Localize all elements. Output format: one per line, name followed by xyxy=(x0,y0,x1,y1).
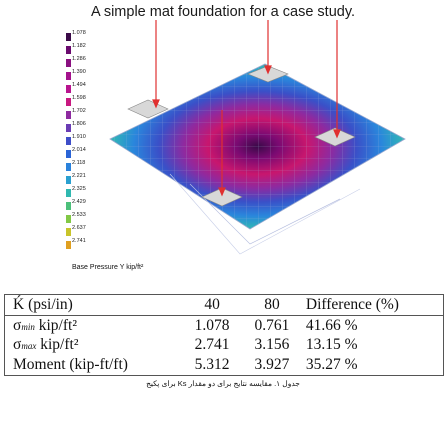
figure-title: A simple mat foundation for a case study… xyxy=(90,4,356,20)
cell-value: 0.761 xyxy=(254,316,290,334)
legend-item: 2.221 xyxy=(66,173,106,186)
legend-label: 1.910 xyxy=(72,134,86,140)
legend-swatch xyxy=(66,150,71,158)
legend-item: 1.494 xyxy=(66,82,106,95)
legend-label: 1.390 xyxy=(72,69,86,75)
legend-swatch xyxy=(66,189,71,197)
legend-swatch xyxy=(66,176,71,184)
legend-label: 1.286 xyxy=(72,56,86,62)
legend-label: 2.741 xyxy=(72,238,86,244)
column-pad-right xyxy=(314,127,356,147)
column-pad-left xyxy=(127,99,169,119)
legend-item: 1.286 xyxy=(66,56,106,69)
cell-value: 3.927 xyxy=(254,356,290,374)
header-80: 80 xyxy=(242,295,302,316)
cell-value: 1.078 xyxy=(194,316,230,334)
legend-swatch xyxy=(66,215,71,223)
legend-swatch xyxy=(66,85,71,93)
row-label: σmax kip/ft² xyxy=(13,336,79,354)
legend-label: 1.494 xyxy=(72,82,86,88)
header-difference: Difference (%) xyxy=(301,295,443,316)
legend-item: 2.429 xyxy=(66,199,106,212)
legend-swatch xyxy=(66,72,71,80)
cell-value: 41.66 % xyxy=(305,316,358,334)
legend-label: 2.325 xyxy=(72,186,86,192)
legend-label: 2.014 xyxy=(72,147,86,153)
legend-item: 2.118 xyxy=(66,160,106,173)
legend-item: 1.702 xyxy=(66,108,106,121)
legend-swatch xyxy=(66,124,71,132)
cell-value: 3.156 xyxy=(254,336,290,354)
legend-swatch xyxy=(66,202,71,210)
legend-label: 1.806 xyxy=(72,121,86,127)
legend-item: 2.637 xyxy=(66,225,106,238)
legend-label: 2.637 xyxy=(72,225,86,231)
table-header-row: Ḱ (psi/in) 40 80 Difference (%) xyxy=(5,295,443,316)
legend-label: 2.533 xyxy=(72,212,86,218)
legend-item: 2.014 xyxy=(66,147,106,160)
legend-item: 1.390 xyxy=(66,69,106,82)
header-40: 40 xyxy=(182,295,243,316)
legend-caption: Base Pressure Y kip/ft² xyxy=(72,264,144,271)
legend-label: 2.221 xyxy=(72,173,86,179)
legend-item: 1.910 xyxy=(66,134,106,147)
table-row: σmax kip/ft² 2.741 3.156 13.15 % xyxy=(5,336,443,356)
legend-swatch xyxy=(66,163,71,171)
legend-swatch xyxy=(66,98,71,106)
legend-label: 1.182 xyxy=(72,43,86,49)
table-row: σmin kip/ft² 1.078 0.761 41.66 % xyxy=(5,315,443,335)
legend-swatch xyxy=(66,228,71,236)
legend-label: 1.702 xyxy=(72,108,86,114)
legend-swatch xyxy=(66,33,71,41)
header-ks: Ḱ (psi/in) xyxy=(5,295,183,316)
results-table: Ḱ (psi/in) 40 80 Difference (%) σmin ki… xyxy=(4,294,444,376)
row-label: Moment (kip-ft/ft) xyxy=(13,356,128,374)
table-caption: جدول ۱. مقایسه نتایج برای دو مقدار Ks بر… xyxy=(146,379,300,388)
legend-item: 1.182 xyxy=(66,43,106,56)
legend-swatch xyxy=(66,46,71,54)
cell-value: 35.27 % xyxy=(305,356,358,374)
row-label: σmin kip/ft² xyxy=(13,316,77,334)
column-load-arrows xyxy=(152,20,341,197)
legend-swatch xyxy=(66,59,71,67)
column-pad-bottom xyxy=(201,187,243,207)
legend-label: 2.429 xyxy=(72,199,86,205)
legend-item: 1.598 xyxy=(66,95,106,108)
legend-label: 1.078 xyxy=(72,30,86,36)
cell-value: 5.312 xyxy=(194,356,230,374)
legend-swatch xyxy=(66,111,71,119)
legend-item: 2.533 xyxy=(66,212,106,225)
table-row: Moment (kip-ft/ft) 5.312 3.927 35.27 % xyxy=(5,355,443,375)
cell-value: 13.15 % xyxy=(305,336,358,354)
legend-item: 2.741 xyxy=(66,238,106,251)
legend-item: 1.078 xyxy=(66,30,106,43)
legend-label: 2.118 xyxy=(72,160,86,166)
base-pressure-contour-plot xyxy=(109,20,406,255)
legend-label: 1.598 xyxy=(72,95,86,101)
legend-item: 2.325 xyxy=(66,186,106,199)
color-legend: 1.078 1.182 1.286 1.390 1.494 1.598 1.702 1.806… xyxy=(66,30,106,251)
cell-value: 2.741 xyxy=(194,336,230,354)
legend-swatch xyxy=(66,241,71,249)
legend-swatch xyxy=(66,137,71,145)
legend-item: 1.806 xyxy=(66,121,106,134)
